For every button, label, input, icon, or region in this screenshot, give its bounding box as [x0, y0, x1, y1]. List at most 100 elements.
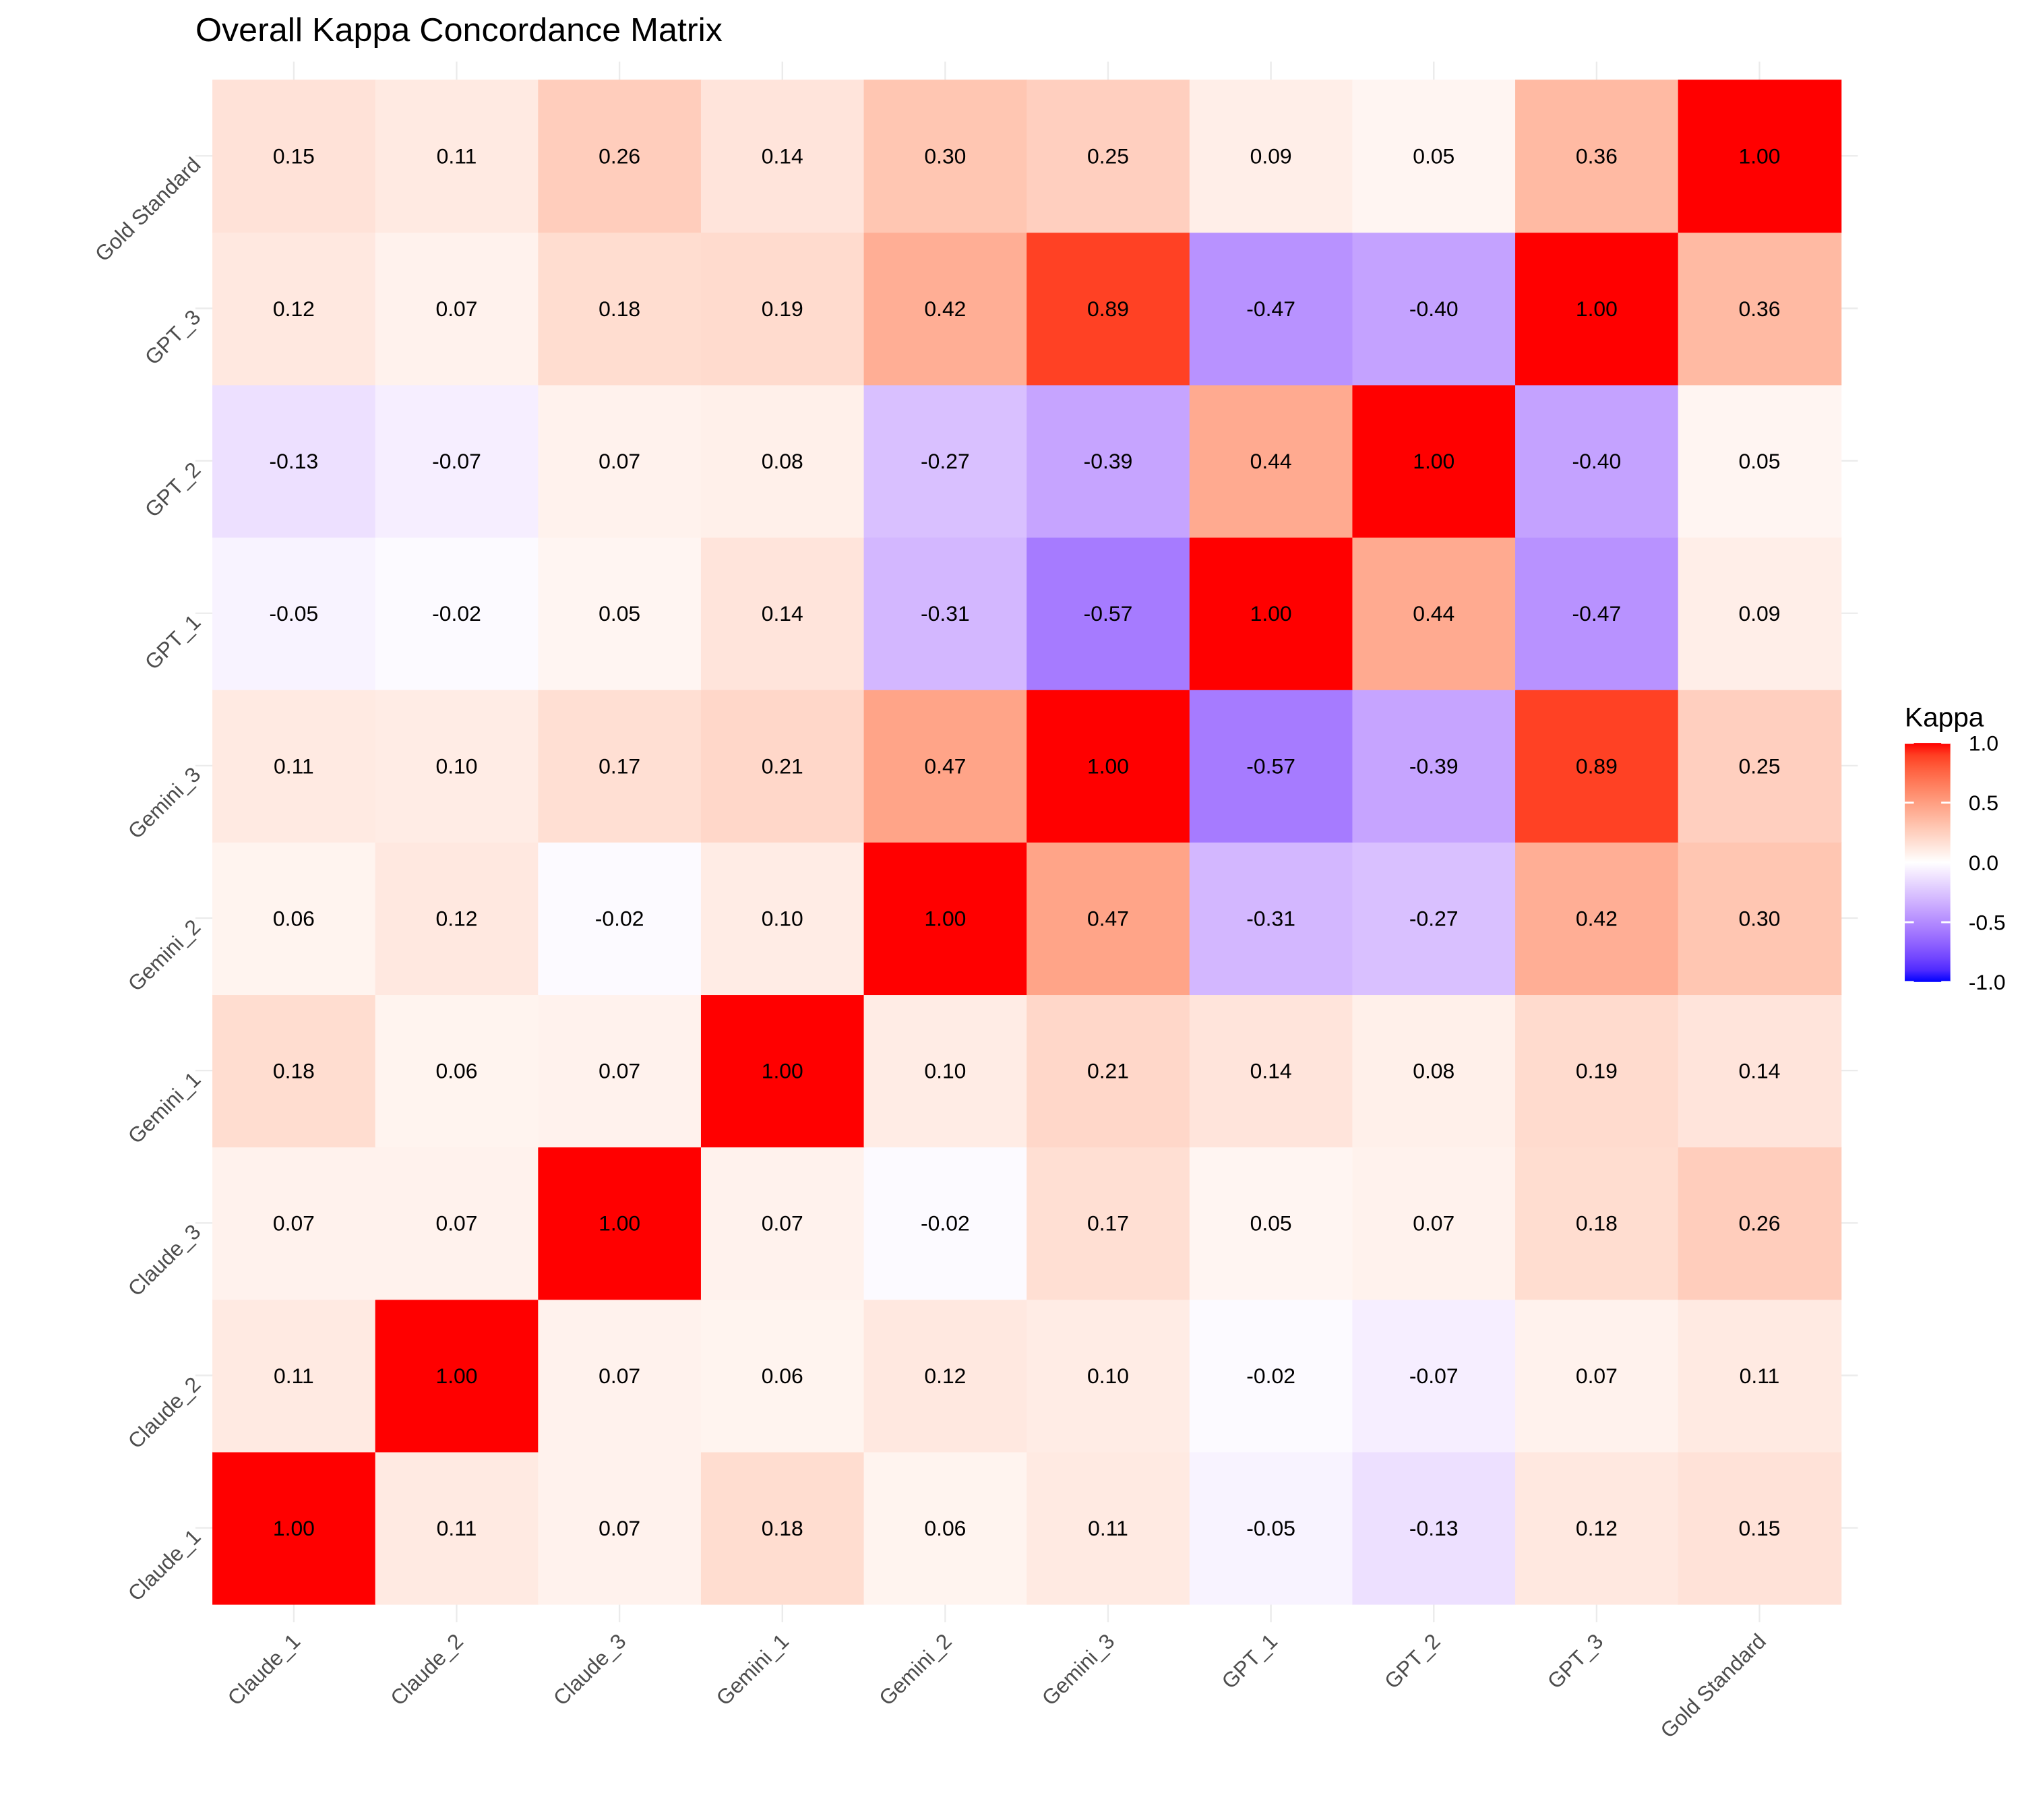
y-tick-label: GPT_2	[140, 457, 206, 522]
heatmap-cell	[1515, 80, 1679, 233]
x-tick-label: Gold Standard	[1655, 1629, 1771, 1742]
x-tick-label: Gemini_2	[874, 1629, 956, 1709]
colorbar-tick-label: 1.0	[1969, 731, 1998, 756]
heatmap-cell	[1027, 841, 1190, 996]
cell-label: -0.39	[1084, 449, 1133, 473]
cell-label: -0.57	[1246, 754, 1295, 779]
y-tick-label: GPT_3	[140, 305, 206, 369]
heatmap-cell	[1352, 1299, 1516, 1453]
cell-label: 0.42	[924, 297, 966, 321]
heatmap-cell	[863, 384, 1028, 538]
cell-label: 1.00	[762, 1059, 803, 1083]
heatmap-cell	[375, 80, 539, 233]
cell-label: -0.31	[921, 601, 970, 626]
cell-label: 1.00	[1250, 601, 1292, 626]
cell-label: 0.17	[599, 754, 640, 779]
colorbar-tick-label: 0.0	[1969, 851, 1998, 875]
heatmap-cell	[212, 841, 376, 996]
cell-label: 0.12	[1576, 1516, 1618, 1540]
chart-title: Overall Kappa Concordance Matrix	[195, 11, 723, 49]
cell-label: 0.08	[1413, 1059, 1454, 1083]
heatmap-cell	[375, 1451, 539, 1605]
x-tick-label: Claude_1	[222, 1629, 305, 1709]
colorbar-tick-label: 0.5	[1969, 791, 1998, 815]
cell-label: 0.18	[762, 1516, 803, 1540]
cell-label: 0.11	[274, 1364, 314, 1388]
heatmap-cell	[1352, 384, 1516, 538]
heatmap-cell	[212, 1147, 376, 1300]
cell-label: 0.10	[762, 907, 803, 931]
heatmap-cell	[1352, 994, 1516, 1148]
heatmap-cell	[1515, 994, 1679, 1148]
heatmap-cell	[1678, 689, 1842, 843]
heatmap-cell	[1678, 80, 1842, 233]
cell-label: 0.14	[1250, 1059, 1292, 1083]
x-tick-label: Claude_2	[386, 1629, 468, 1709]
cell-label: -0.40	[1409, 297, 1459, 321]
cell-label: 0.14	[762, 601, 803, 626]
y-tick-label: Claude_3	[123, 1219, 205, 1300]
cell-label: 1.00	[273, 1516, 315, 1540]
cell-label: 0.89	[1576, 754, 1618, 779]
cell-label: -0.07	[432, 449, 481, 473]
cell-label: 0.07	[599, 449, 640, 473]
cell-label: 0.44	[1250, 449, 1292, 473]
heatmap-cell	[863, 841, 1028, 996]
heatmap-cell	[1189, 384, 1353, 538]
heatmap-cell	[1027, 1147, 1190, 1300]
heatmap-cell	[700, 1147, 865, 1300]
cell-label: -0.05	[270, 601, 319, 626]
heatmap-cell	[212, 1299, 376, 1453]
cell-label: 0.06	[435, 1059, 477, 1083]
cell-label: -0.47	[1572, 601, 1622, 626]
cell-label: -0.05	[1246, 1516, 1295, 1540]
heatmap-cell	[1189, 1299, 1353, 1453]
cell-label: -0.02	[595, 907, 644, 931]
cell-label: 0.06	[924, 1516, 966, 1540]
heatmap-cell	[1027, 1451, 1190, 1605]
heatmap-cell	[375, 841, 539, 996]
cell-label: -0.13	[270, 449, 319, 473]
heatmap-cell	[212, 994, 376, 1148]
cell-label: 0.09	[1738, 601, 1780, 626]
cell-label: 0.12	[924, 1364, 966, 1388]
heatmap-cell	[700, 689, 865, 843]
heatmap-cell	[1678, 1147, 1842, 1300]
cell-label: 1.00	[1413, 449, 1454, 473]
cell-label: -0.47	[1246, 297, 1295, 321]
cell-label: 0.07	[435, 297, 477, 321]
x-tick-label: GPT_3	[1542, 1629, 1607, 1693]
cell-label: 0.08	[762, 449, 803, 473]
heatmap-cell	[1027, 1299, 1190, 1453]
heatmap-cell	[1027, 384, 1190, 538]
cell-label: -0.27	[921, 449, 970, 473]
x-tick-label: GPT_1	[1217, 1629, 1282, 1693]
colorbar-tick-label: -1.0	[1969, 970, 2006, 994]
cell-label: 0.07	[762, 1211, 803, 1236]
cell-label: 1.00	[1576, 297, 1618, 321]
heatmap-cell	[1189, 994, 1353, 1148]
cell-label: 0.07	[599, 1516, 640, 1540]
heatmap-cell	[700, 1451, 865, 1605]
cell-label: -0.02	[921, 1211, 970, 1236]
cell-label: 0.10	[435, 754, 477, 779]
heatmap-cell	[700, 384, 865, 538]
heatmap-cell	[538, 689, 702, 843]
cell-label: -0.02	[432, 601, 481, 626]
heatmap-cell	[1189, 689, 1353, 843]
cell-label: 0.05	[1738, 449, 1780, 473]
cell-label: 0.19	[762, 297, 803, 321]
heatmap-cell	[375, 994, 539, 1148]
cell-label: 1.00	[435, 1364, 477, 1388]
heatmap-cell	[538, 537, 702, 690]
cell-label: 0.44	[1413, 601, 1454, 626]
heatmap-cell	[863, 1299, 1028, 1453]
cell-label: 0.07	[1576, 1364, 1618, 1388]
heatmap-cell	[1515, 1451, 1679, 1605]
heatmap-cell	[375, 537, 539, 690]
heatmap-cell	[1027, 232, 1190, 386]
heatmap-cell	[700, 994, 865, 1148]
heatmap-cell	[1189, 1451, 1353, 1605]
heatmap-cell	[863, 80, 1028, 233]
cell-label: 0.15	[273, 144, 315, 169]
